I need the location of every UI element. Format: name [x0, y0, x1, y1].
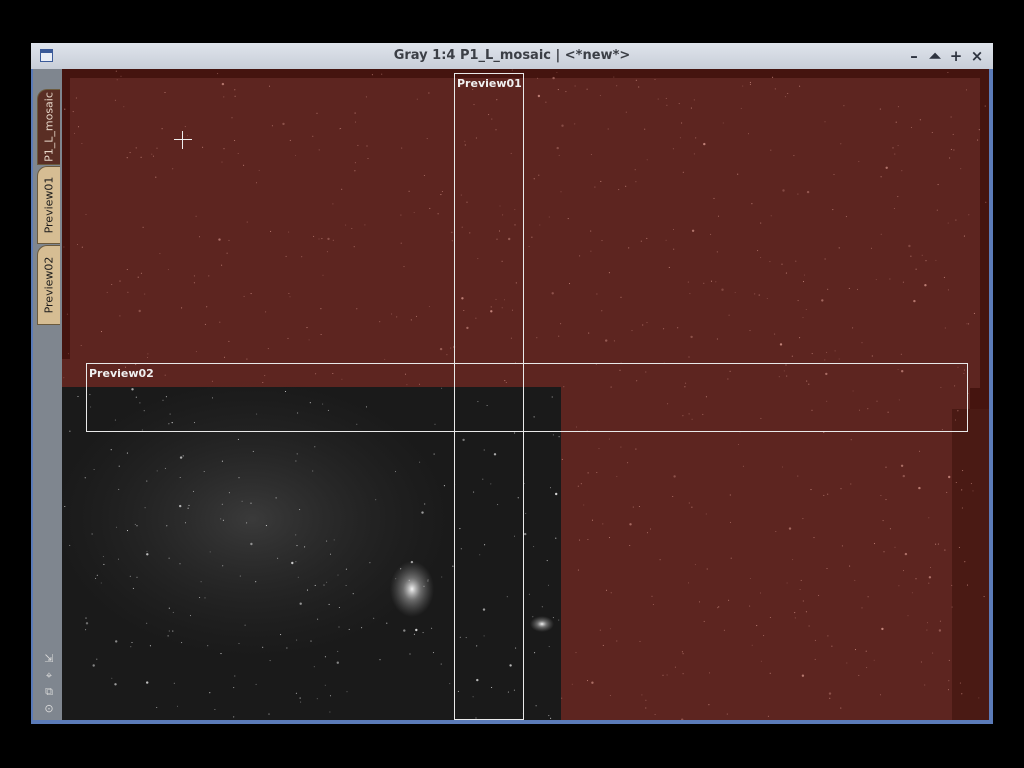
shade-button[interactable]: ⏶: [928, 47, 941, 65]
window-menu-icon[interactable]: [40, 49, 53, 62]
image-viewport[interactable]: Preview01 Preview02: [62, 69, 989, 720]
fit-view-icon[interactable]: ⌖: [45, 669, 53, 682]
maximize-button[interactable]: +: [949, 47, 963, 65]
shrink-icon[interactable]: ⇲: [44, 652, 54, 665]
tab-label: P1_L_mosaic: [42, 92, 56, 162]
minimize-button[interactable]: –: [910, 47, 918, 65]
mask-panel-top: [70, 78, 980, 388]
view-tab-strip: P1_L_mosaic Preview01 Preview02 ⇲ ⌖ ⧉ ⊙: [33, 69, 62, 720]
tab-p1-l-mosaic[interactable]: P1_L_mosaic: [37, 89, 60, 165]
image-window: Gray 1:4 P1_L_mosaic | <*new*> – ⏶ + × P…: [31, 43, 993, 724]
star-field: [62, 69, 987, 720]
preview02-label: Preview02: [89, 367, 154, 380]
tab-label: Preview01: [42, 176, 56, 234]
mask-panel-bottom-right: [560, 387, 970, 720]
window-title: Gray 1:4 P1_L_mosaic | <*new*>: [393, 48, 631, 63]
preview02-rectangle[interactable]: Preview02: [86, 363, 968, 432]
tab-preview02[interactable]: Preview02: [37, 245, 60, 325]
close-button[interactable]: ×: [970, 47, 984, 65]
mask-panel-edge: [952, 409, 989, 720]
title-bar[interactable]: Gray 1:4 P1_L_mosaic | <*new*> – ⏶ + ×: [31, 43, 993, 69]
tab-preview01[interactable]: Preview01: [37, 166, 60, 244]
mask-panel-left: [62, 359, 562, 389]
center-icon[interactable]: ⊙: [44, 702, 54, 715]
preview01-rectangle[interactable]: Preview01: [454, 73, 524, 720]
clone-icon[interactable]: ⧉: [45, 685, 53, 698]
preview01-label: Preview01: [457, 77, 522, 90]
crosshair-cursor-icon: [174, 131, 192, 149]
tab-label: Preview02: [42, 256, 56, 314]
